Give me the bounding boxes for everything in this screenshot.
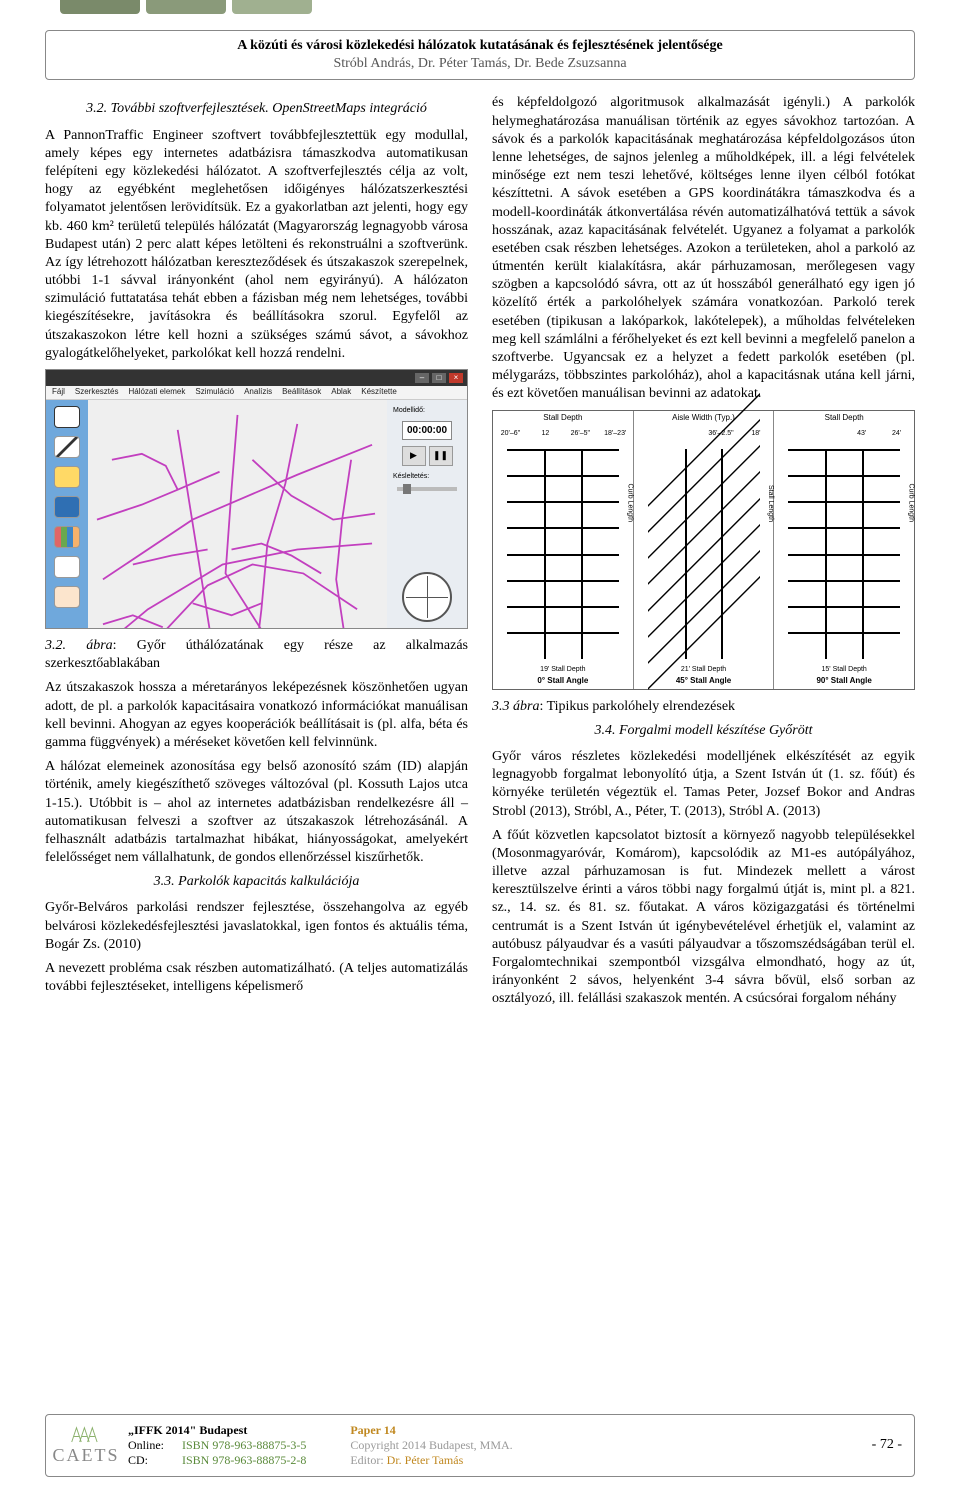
stall-angle-label: 45° Stall Angle [634, 676, 774, 686]
dim-value: 43' [844, 429, 879, 438]
menu-item[interactable]: Beállítások [282, 387, 321, 397]
paragraph: A PannonTraffic Engineer szoftvert továb… [45, 127, 468, 363]
dim-value [774, 429, 809, 438]
dim-value [669, 429, 704, 438]
fig-text: : Tipikus parkolóhely elrendezések [539, 699, 735, 714]
tab-decor [146, 0, 226, 14]
window-titlebar: – □ × [46, 370, 467, 386]
section-3-2-title: 3.2. További szoftverfejlesztések. OpenS… [45, 100, 468, 118]
parking-stall-0°: 20'–6"1226'–5"18'–23'Curb Length0° Stall… [493, 411, 634, 689]
footer-venue: „IFFK 2014" Budapest [128, 1423, 306, 1438]
menu-item[interactable]: Analízis [244, 387, 272, 397]
highway-icon[interactable] [54, 496, 80, 518]
section-3-3-title: 3.3. Parkolók kapacitás kalkulációja [45, 873, 468, 891]
road-network-svg [88, 400, 387, 628]
label: CD: [128, 1453, 176, 1468]
dim-value [634, 429, 669, 438]
paragraph: Győr város részletes közlekedési modellj… [492, 748, 915, 821]
dim-value: 26'–5" [563, 429, 598, 438]
paper-title: A közúti és városi közlekedési hálózatok… [56, 37, 904, 55]
footer-middle: Paper 14 Copyright 2014 Budapest, MMA. E… [350, 1423, 512, 1468]
tab-decor [232, 0, 312, 14]
label: Online: [128, 1438, 176, 1453]
editor-label: Editor: [350, 1453, 386, 1467]
fig-label: 3.3 ábra [492, 699, 539, 714]
chart-icon[interactable] [54, 526, 80, 548]
stall-depth-label: 21' Stall Depth [634, 665, 774, 674]
compass-icon[interactable] [402, 572, 452, 622]
menu-item[interactable]: Szerkesztés [75, 387, 119, 397]
nodes3-icon[interactable] [54, 556, 80, 578]
content-columns: 3.2. További szoftverfejlesztések. OpenS… [45, 94, 915, 1014]
figure-3-3-parking: Stall DepthAisle Width (Typ.)Stall Depth… [492, 410, 915, 690]
dim-value: 20'–6" [493, 429, 528, 438]
dim-value [809, 429, 844, 438]
running-header: A közúti és városi közlekedési hálózatok… [45, 30, 915, 80]
stall-depth-label: 19' Stall Depth [493, 665, 633, 674]
parking-stall-45°: 36'–2.5"18'Stall Length45° Stall Angle21… [634, 411, 775, 689]
page-tabs [0, 0, 312, 14]
section-3-4-title: 3.4. Forgalmi modell készítése Győrött [492, 722, 915, 740]
figure-3-2-screenshot: – □ × Fájl Szerkesztés Hálózati elemek Szim… [45, 369, 468, 629]
menu-item[interactable]: Fájl [52, 387, 65, 397]
stall-angle-label: 0° Stall Angle [493, 676, 633, 686]
edge-icon[interactable] [54, 436, 80, 458]
tab-decor [60, 0, 140, 14]
isbn-cd: ISBN 978-963-88875-2-8 [182, 1453, 306, 1468]
editor-name: Dr. Péter Tamás [387, 1453, 464, 1467]
copyright: Copyright 2014 Budapest, MMA. [350, 1438, 512, 1453]
paragraph: A főút közvetlen kapcsolatot biztosít a … [492, 827, 915, 1009]
paragraph: Győr-Belváros parkolási rendszer fejlesz… [45, 899, 468, 954]
parking-stall-90°: 43'24' Curb Length 90° Stall Angle 15' Stal… [774, 411, 914, 689]
figure-3-2-caption: 3.2. ábra: Győr úthálózatának egy része … [45, 637, 468, 673]
isbn-online: ISBN 978-963-88875-3-5 [182, 1438, 306, 1453]
export-icon[interactable] [54, 586, 80, 608]
node-icon[interactable] [54, 406, 80, 428]
menu-item[interactable]: Szimuláció [195, 387, 234, 397]
paragraph: A nevezett probléma csak részben automat… [45, 960, 468, 996]
stall-angle-label: 90° Stall Angle [774, 676, 914, 686]
page-number: - 72 - [872, 1436, 902, 1454]
label: Késleltetés: [393, 472, 429, 481]
delay-slider[interactable] [397, 487, 457, 491]
caets-text: CAETS [53, 1444, 120, 1467]
stall-depth-label: 15' Stall Depth [774, 665, 914, 674]
right-panel: Modellidő: 00:00:00 ▶ ❚❚ Késleltetés: [387, 400, 467, 628]
dim-value: 12 [528, 429, 563, 438]
signal-icon[interactable] [54, 466, 80, 488]
footer-left: „IFFK 2014" Budapest Online: ISBN 978-963… [128, 1423, 306, 1468]
pause-icon[interactable]: ❚❚ [429, 446, 453, 466]
caets-logo: CAETS [58, 1423, 114, 1467]
paper-number: Paper 14 [350, 1423, 512, 1438]
paragraph: Az útszakaszok hossza a méretarányos lek… [45, 679, 468, 752]
menubar: Fájl Szerkesztés Hálózati elemek Szimuláció… [46, 386, 467, 400]
play-icon[interactable]: ▶ [402, 446, 426, 466]
paragraph: A hálózat elemeinek azonosítása egy bels… [45, 758, 468, 867]
paper-authors: Stróbl András, Dr. Péter Tamás, Dr. Bede… [56, 55, 904, 73]
dim-value: 18'–23' [598, 429, 633, 438]
menu-item[interactable]: Hálózati elemek [128, 387, 185, 397]
map-view[interactable] [88, 400, 387, 628]
sim-clock: 00:00:00 [402, 421, 452, 440]
side-label: Curb Length [907, 483, 916, 522]
dim-value: 24' [879, 429, 914, 438]
right-column: és képfeldolgozó algoritmusok alkalmazás… [492, 94, 915, 1014]
figure-3-3-caption: 3.3 ábra: Tipikus parkolóhely elrendezés… [492, 698, 915, 716]
menu-item[interactable]: Ablak [331, 387, 351, 397]
maximize-icon[interactable]: □ [432, 373, 446, 383]
fig-label: 3.2. ábra [45, 638, 113, 653]
close-icon[interactable]: × [449, 373, 463, 383]
paragraph: és képfeldolgozó algoritmusok alkalmazás… [492, 94, 915, 403]
page-footer: CAETS „IFFK 2014" Budapest Online: ISBN 9… [45, 1414, 915, 1477]
minimize-icon[interactable]: – [415, 373, 429, 383]
left-column: 3.2. További szoftverfejlesztések. OpenS… [45, 94, 468, 1014]
label: Modellidő: [393, 406, 425, 415]
tool-sidebar [46, 400, 88, 628]
menu-item[interactable]: Készítette [361, 387, 397, 397]
